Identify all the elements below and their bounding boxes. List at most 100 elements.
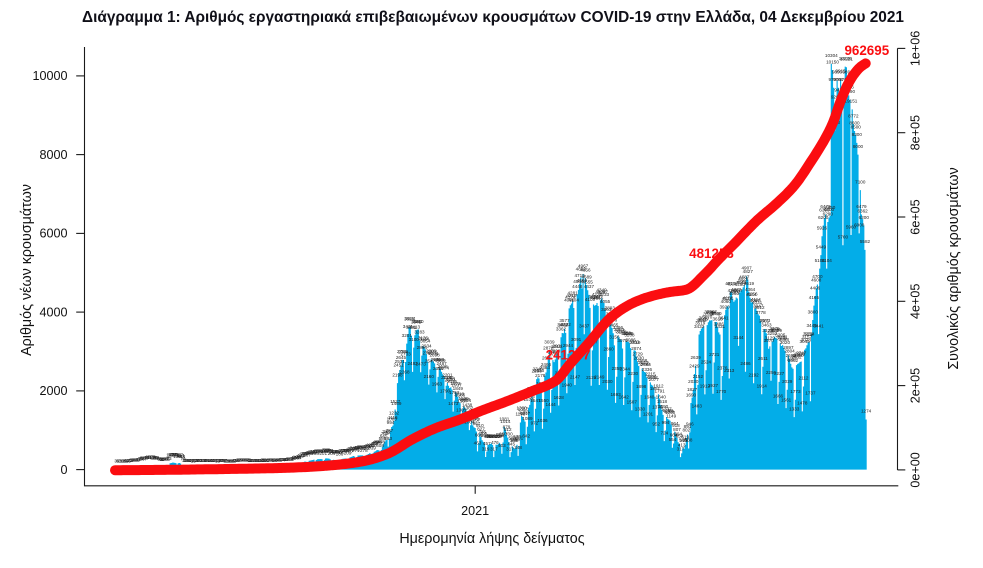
svg-text:40: 40 (242, 457, 248, 462)
svg-text:1469: 1469 (391, 401, 402, 406)
svg-text:5926: 5926 (817, 226, 828, 231)
svg-text:278: 278 (360, 448, 368, 453)
svg-text:2473: 2473 (416, 362, 427, 367)
svg-text:10150: 10150 (826, 59, 839, 64)
svg-text:26: 26 (251, 458, 257, 463)
svg-text:2035: 2035 (447, 379, 458, 384)
svg-text:Αριθμός νέων κρουσμάτων: Αριθμός νέων κρουσμάτων (19, 184, 35, 356)
svg-text:107: 107 (148, 455, 156, 460)
svg-text:3464: 3464 (558, 323, 569, 328)
svg-text:25: 25 (253, 458, 259, 463)
svg-text:1036: 1036 (537, 418, 548, 423)
svg-text:2486: 2486 (740, 361, 751, 366)
svg-text:3431: 3431 (403, 324, 414, 329)
svg-text:644: 644 (497, 434, 505, 439)
svg-text:13: 13 (231, 458, 237, 463)
svg-text:2152: 2152 (693, 374, 704, 379)
svg-text:2313: 2313 (724, 368, 735, 373)
svg-text:4233: 4233 (599, 292, 610, 297)
svg-text:4689: 4689 (581, 274, 592, 279)
svg-text:201: 201 (319, 451, 327, 456)
svg-text:2652: 2652 (791, 355, 802, 360)
svg-text:1561: 1561 (781, 397, 792, 402)
svg-text:406: 406 (367, 443, 375, 448)
svg-text:2227: 2227 (774, 371, 785, 376)
svg-text:21: 21 (208, 458, 214, 463)
svg-text:9436: 9436 (834, 87, 845, 92)
svg-text:583: 583 (384, 436, 392, 441)
svg-text:333: 333 (351, 446, 359, 451)
svg-text:528: 528 (511, 438, 519, 443)
svg-text:46: 46 (158, 457, 164, 462)
svg-text:467: 467 (372, 441, 380, 446)
svg-text:2597: 2597 (787, 357, 798, 362)
svg-text:1403: 1403 (692, 404, 703, 409)
svg-text:3375: 3375 (769, 326, 780, 331)
svg-text:1337: 1337 (661, 406, 672, 411)
svg-text:362: 362 (359, 445, 367, 450)
svg-text:682: 682 (496, 432, 504, 437)
svg-text:2786: 2786 (397, 349, 408, 354)
svg-text:2178: 2178 (535, 373, 546, 378)
svg-text:6e+05: 6e+05 (909, 199, 923, 234)
svg-text:745: 745 (478, 430, 486, 435)
svg-text:664: 664 (481, 433, 489, 438)
svg-text:664: 664 (488, 433, 496, 438)
svg-text:1573: 1573 (460, 397, 471, 402)
svg-text:6362: 6362 (857, 208, 868, 213)
svg-text:20: 20 (190, 458, 196, 463)
svg-text:91: 91 (151, 455, 157, 460)
svg-text:9390: 9390 (845, 89, 856, 94)
svg-text:628: 628 (489, 434, 497, 439)
svg-text:2630: 2630 (634, 355, 645, 360)
svg-text:54: 54 (285, 457, 291, 462)
svg-text:24: 24 (257, 458, 263, 463)
svg-text:6450: 6450 (825, 205, 836, 210)
svg-text:1640: 1640 (656, 394, 667, 399)
svg-text:4162: 4162 (590, 295, 601, 300)
svg-text:246: 246 (321, 449, 329, 454)
svg-text:25: 25 (185, 458, 191, 463)
svg-text:2230: 2230 (628, 371, 639, 376)
svg-text:6200: 6200 (859, 215, 870, 220)
svg-text:39: 39 (243, 457, 249, 462)
svg-text:1004: 1004 (464, 419, 475, 424)
svg-text:1851: 1851 (650, 386, 661, 391)
svg-text:8000: 8000 (39, 148, 67, 162)
svg-text:119: 119 (296, 454, 304, 459)
svg-text:1198: 1198 (515, 412, 525, 417)
svg-text:4372: 4372 (731, 287, 742, 292)
svg-text:44: 44 (279, 457, 285, 462)
svg-text:56: 56 (163, 457, 169, 462)
svg-text:1927: 1927 (708, 383, 719, 388)
svg-text:2466: 2466 (541, 362, 552, 367)
svg-text:24: 24 (186, 458, 192, 463)
svg-text:20: 20 (217, 458, 223, 463)
svg-text:1666: 1666 (773, 393, 784, 398)
svg-text:1014: 1014 (500, 419, 511, 424)
svg-text:548: 548 (510, 437, 518, 442)
svg-text:4244: 4244 (746, 292, 757, 297)
svg-text:4233: 4233 (592, 292, 603, 297)
svg-text:1362: 1362 (463, 405, 474, 410)
svg-text:3098: 3098 (779, 337, 790, 342)
svg-text:3252: 3252 (767, 331, 778, 336)
svg-text:1963: 1963 (432, 382, 443, 387)
svg-text:4882: 4882 (576, 267, 587, 272)
svg-text:72: 72 (139, 456, 145, 461)
svg-text:703: 703 (381, 431, 389, 436)
svg-text:4109: 4109 (585, 297, 596, 302)
svg-text:1240: 1240 (665, 410, 676, 415)
svg-text:237: 237 (308, 450, 316, 455)
svg-text:81: 81 (140, 456, 146, 461)
svg-text:241277: 241277 (546, 347, 591, 362)
svg-text:348: 348 (514, 445, 522, 450)
svg-text:2517: 2517 (638, 360, 649, 365)
svg-text:29: 29 (259, 458, 265, 463)
svg-text:6479: 6479 (856, 204, 867, 209)
svg-text:802: 802 (682, 427, 690, 432)
svg-text:235: 235 (334, 450, 342, 455)
svg-text:3054: 3054 (420, 339, 431, 344)
svg-text:3551: 3551 (412, 319, 423, 324)
svg-text:24: 24 (209, 458, 215, 463)
